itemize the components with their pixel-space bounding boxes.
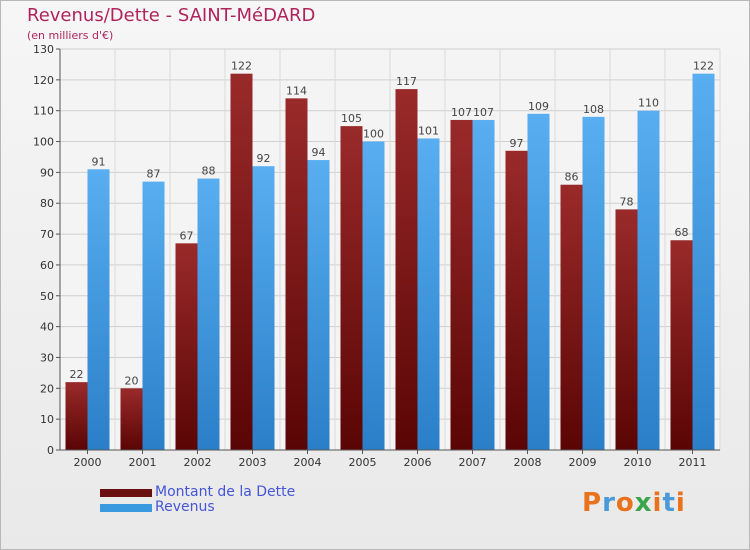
data-label-dette-2011: 68: [675, 226, 689, 239]
y-tick-label: 120: [33, 74, 54, 87]
logo-letter: r: [602, 488, 616, 518]
bar-revenus-2005: [362, 141, 385, 451]
bar-revenus-2009: [582, 116, 605, 450]
data-label-revenus-2003: 92: [257, 152, 271, 165]
logo-letter: P: [582, 488, 603, 518]
legend-swatch-dette: [100, 489, 152, 497]
bar-dette-2002: [175, 243, 198, 450]
x-tick-label-2006: 2006: [404, 456, 432, 469]
y-tick-label: 130: [33, 43, 54, 56]
y-tick-label: 100: [33, 136, 54, 149]
bar-dette-2007: [450, 119, 473, 450]
x-tick-label-2007: 2007: [459, 456, 487, 469]
bar-dette-2006: [395, 89, 418, 450]
y-tick-label: 80: [40, 197, 54, 210]
chart-title: Revenus/Dette - SAINT-MéDARD: [27, 5, 316, 26]
y-tick-label: 30: [40, 351, 54, 364]
data-label-revenus-2005: 100: [363, 128, 384, 141]
x-tick-label-2011: 2011: [679, 456, 707, 469]
bar-dette-2000: [65, 382, 88, 450]
data-label-dette-2001: 20: [125, 374, 139, 387]
y-tick-label: 60: [40, 259, 54, 272]
bar-dette-2009: [560, 184, 583, 450]
x-tick-label-2008: 2008: [514, 456, 542, 469]
legend-swatch-revenus: [100, 504, 152, 512]
y-tick-label: 0: [47, 444, 54, 457]
data-label-dette-2006: 117: [396, 75, 417, 88]
bar-revenus-2003: [252, 166, 275, 450]
data-label-revenus-2004: 94: [312, 146, 326, 159]
data-label-dette-2009: 86: [565, 171, 579, 184]
logo-letter: i: [675, 488, 686, 518]
data-label-revenus-2009: 108: [583, 103, 604, 116]
logo-letter: t: [662, 488, 676, 518]
x-tick-label-2009: 2009: [569, 456, 597, 469]
x-tick-label-2000: 2000: [74, 456, 102, 469]
chart-subtitle: (en milliers d'€): [27, 29, 114, 42]
data-label-dette-2000: 22: [70, 368, 84, 381]
y-tick-label: 110: [33, 105, 54, 118]
x-tick-label-2010: 2010: [624, 456, 652, 469]
y-tick-label: 20: [40, 382, 54, 395]
data-label-dette-2005: 105: [341, 112, 362, 125]
y-tick-label: 50: [40, 290, 54, 303]
bar-revenus-2000: [87, 169, 110, 451]
data-label-revenus-2011: 122: [693, 60, 714, 73]
proxiti-logo: Proxiti: [582, 488, 686, 518]
data-label-dette-2002: 67: [180, 229, 194, 242]
y-tick-label: 40: [40, 321, 54, 334]
bar-dette-2003: [230, 73, 253, 450]
data-label-dette-2007: 107: [451, 106, 472, 119]
logo-letter: i: [652, 488, 663, 518]
bar-revenus-2008: [527, 113, 550, 451]
legend-label-revenus: Revenus: [155, 499, 215, 515]
data-label-dette-2010: 78: [620, 195, 634, 208]
bar-dette-2004: [285, 98, 308, 450]
data-label-revenus-2010: 110: [638, 97, 659, 110]
bar-revenus-2010: [637, 110, 660, 450]
bar-revenus-2004: [307, 160, 330, 451]
x-tick-label-2004: 2004: [294, 456, 322, 469]
bar-revenus-2002: [197, 178, 220, 451]
bar-revenus-2001: [142, 181, 165, 450]
data-label-revenus-2000: 91: [92, 155, 106, 168]
y-tick-label: 70: [40, 228, 54, 241]
data-label-revenus-2008: 109: [528, 100, 549, 113]
bar-revenus-2007: [472, 119, 495, 450]
y-tick-label: 10: [40, 413, 54, 426]
x-tick-label-2002: 2002: [184, 456, 212, 469]
y-tick-label: 90: [40, 166, 54, 179]
x-tick-label-2003: 2003: [239, 456, 267, 469]
x-tick-label-2005: 2005: [349, 456, 377, 469]
bar-revenus-2006: [417, 138, 440, 450]
legend-label-dette: Montant de la Dette: [155, 484, 296, 500]
logo-letter: o: [615, 488, 635, 518]
bar-dette-2010: [615, 209, 638, 450]
logo-letter: x: [634, 488, 653, 518]
x-tick-label-2001: 2001: [129, 456, 157, 469]
data-label-revenus-2007: 107: [473, 106, 494, 119]
data-label-dette-2003: 122: [231, 60, 252, 73]
data-label-revenus-2006: 101: [418, 124, 439, 137]
bar-revenus-2011: [692, 73, 715, 450]
bar-dette-2008: [505, 150, 528, 451]
bar-dette-2005: [340, 126, 363, 450]
data-label-revenus-2002: 88: [202, 165, 216, 178]
data-label-dette-2004: 114: [286, 84, 307, 97]
bar-dette-2011: [670, 240, 693, 450]
bar-dette-2001: [120, 388, 143, 450]
data-label-dette-2008: 97: [510, 137, 524, 150]
data-label-revenus-2001: 87: [147, 168, 161, 181]
